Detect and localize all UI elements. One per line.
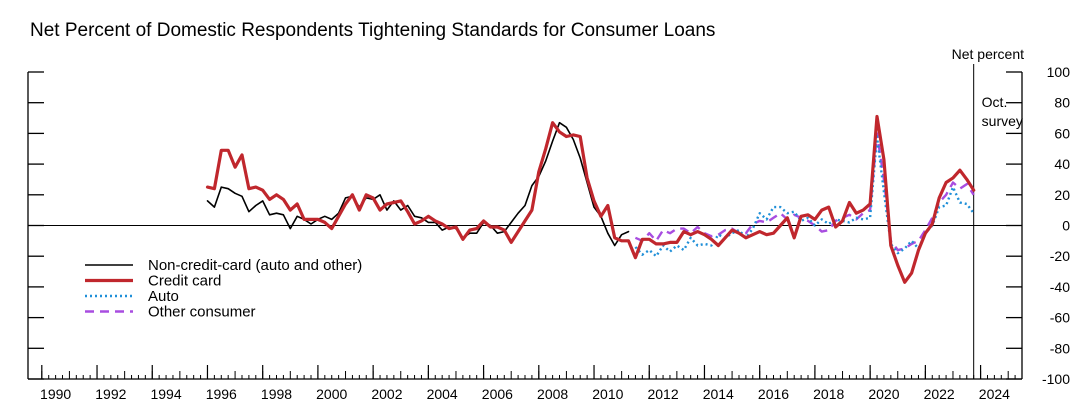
x-tick-label: 2016 [758, 386, 789, 402]
y-tick-label: 20 [1054, 187, 1070, 203]
x-tick-label: 1996 [206, 386, 237, 402]
y-tick-label: 80 [1054, 95, 1070, 111]
legend-label-1: Credit card [148, 273, 221, 290]
x-tick-label: 2004 [427, 386, 458, 402]
y-tick-label: -20 [1050, 248, 1070, 264]
x-tick-label: 1994 [150, 386, 181, 402]
series-group [205, 114, 976, 284]
y-tick-label: 60 [1054, 125, 1070, 141]
legend-label-2: Auto [148, 288, 179, 305]
x-tick-label: 2006 [482, 386, 513, 402]
x-tick-label: 1998 [261, 386, 292, 402]
annotation-label-line2: survey [982, 113, 1023, 129]
series-line-0 [206, 121, 630, 247]
x-axis: 1990 1992 1994 1996 1998 2000 2002 2004 2006 2008… [40, 365, 1023, 402]
y-tick-label: 100 [1047, 64, 1071, 80]
series-line-1 [205, 114, 976, 284]
survey-annotation: Oct. survey [973, 64, 1023, 379]
x-tick-label: 2010 [592, 386, 623, 402]
x-tick-label: 2024 [979, 386, 1010, 402]
x-tick-label: 2018 [813, 386, 844, 402]
y-tick-label: 0 [1062, 218, 1070, 234]
y-tick-label: -80 [1050, 340, 1070, 356]
x-tick-label: 2002 [371, 386, 402, 402]
x-tick-label: 2020 [868, 386, 899, 402]
x-tick-label: 1992 [95, 386, 126, 402]
x-tick-label: 2014 [703, 386, 734, 402]
chart-title: Net Percent of Domestic Respondents Tigh… [30, 20, 716, 41]
x-tick-label: 2000 [316, 386, 347, 402]
x-tick-label: 2022 [924, 386, 955, 402]
x-tick-label: 1990 [40, 386, 71, 402]
y-axis-title: Net percent [952, 46, 1024, 62]
legend-label-3: Other consumer [148, 304, 256, 321]
plot-frame [27, 72, 1023, 380]
annotation-label-line1: Oct. [982, 94, 1008, 110]
legend-label-0: Non-credit-card (auto and other) [148, 257, 362, 274]
y-tick-label: -100 [1042, 371, 1070, 387]
y-tick-label: 40 [1054, 156, 1070, 172]
y-tick-label: -60 [1050, 310, 1070, 326]
y-tick-label: -40 [1050, 279, 1070, 295]
x-tick-label: 2012 [647, 386, 678, 402]
x-tick-label: 2008 [537, 386, 568, 402]
legend: Non-credit-card (auto and other)Credit c… [85, 257, 362, 321]
y-axis: 100 80 60 40 20 0 -20 -40 -60 -80 -100 [28, 64, 1070, 387]
